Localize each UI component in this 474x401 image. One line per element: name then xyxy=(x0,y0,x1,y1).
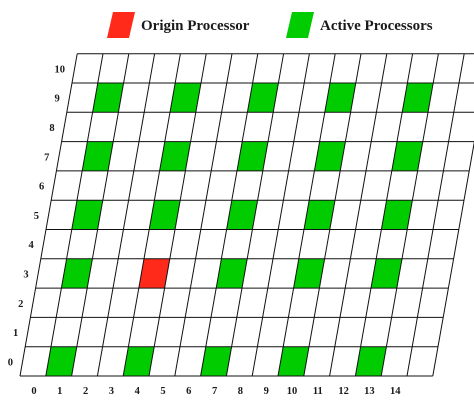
grid-column-line xyxy=(200,53,259,377)
active-processor-cell xyxy=(324,83,356,113)
active-processor-cell xyxy=(278,346,309,376)
origin-legend-label: Origin Processor xyxy=(141,18,250,34)
y-tick-label: 8 xyxy=(49,123,54,134)
grid-column-line xyxy=(71,53,130,377)
active-processor-cell xyxy=(92,83,124,113)
x-tick-label: 10 xyxy=(287,386,298,397)
grid-column-line xyxy=(354,53,414,377)
y-tick-label: 1 xyxy=(13,328,18,339)
y-axis-labels: 0 1 2 3 4 5 6 7 8 9 10 xyxy=(8,64,65,368)
x-tick-label: 0 xyxy=(31,386,36,397)
y-tick-label: 9 xyxy=(55,94,60,105)
active-processor-cell xyxy=(71,200,103,230)
x-tick-label: 11 xyxy=(313,386,323,397)
grid-column-line xyxy=(406,53,465,377)
x-tick-label: 8 xyxy=(238,386,243,397)
origin-processor-cell xyxy=(138,258,170,289)
active-processor-cell xyxy=(237,141,268,171)
active-legend-swatch xyxy=(286,12,314,38)
x-tick-label: 14 xyxy=(390,386,401,397)
active-processor-cell xyxy=(293,258,325,289)
y-tick-label: 5 xyxy=(34,211,39,222)
active-processor-cell xyxy=(149,200,181,230)
active-processor-cell xyxy=(371,258,402,289)
x-axis-labels: 0 1 2 3 4 5 6 7 8 9 10 11 12 13 14 xyxy=(31,386,401,397)
grid-column-line xyxy=(225,53,285,377)
x-tick-label: 3 xyxy=(109,386,114,397)
x-tick-label: 2 xyxy=(83,386,88,397)
active-processor-cell xyxy=(45,346,77,376)
x-tick-label: 1 xyxy=(57,386,62,397)
x-tick-label: 13 xyxy=(364,386,375,397)
active-processor-cell xyxy=(314,141,346,171)
y-tick-label: 7 xyxy=(44,152,49,163)
grid-column-line xyxy=(329,53,388,377)
active-legend-label: Active Processors xyxy=(320,18,433,34)
active-processor-cell xyxy=(216,258,248,289)
grid-column-line xyxy=(251,53,310,377)
y-tick-label: 2 xyxy=(18,299,23,310)
grid-column-line xyxy=(432,140,474,377)
active-processor-cell xyxy=(402,83,434,113)
grid-column-line xyxy=(174,53,233,377)
grid-column-line xyxy=(380,53,439,377)
grid-column-line xyxy=(148,53,207,377)
active-processor-cell xyxy=(304,200,335,230)
y-tick-label: 6 xyxy=(39,182,44,193)
origin-legend-swatch xyxy=(107,12,135,38)
active-processor-cell xyxy=(226,200,258,230)
x-tick-label: 5 xyxy=(160,386,165,397)
x-tick-label: 12 xyxy=(338,386,349,397)
active-processor-cell xyxy=(159,141,191,171)
x-tick-label: 9 xyxy=(264,386,269,397)
grid-lines xyxy=(19,53,474,377)
active-processor-cell xyxy=(123,346,155,376)
cell-layer xyxy=(45,83,434,376)
grid-column-line xyxy=(96,53,156,377)
y-tick-label: 0 xyxy=(8,357,13,368)
grid-column-line xyxy=(277,53,336,377)
active-processor-cell xyxy=(82,141,114,171)
grid-column-line xyxy=(122,53,181,377)
y-tick-label: 4 xyxy=(29,240,35,251)
active-processor-cell xyxy=(381,200,413,230)
x-tick-label: 7 xyxy=(212,386,217,397)
active-processor-cell xyxy=(200,346,232,376)
active-processor-cell xyxy=(355,346,387,376)
grid-column-line xyxy=(45,53,104,377)
active-processor-cell xyxy=(247,83,279,113)
grid-column-line xyxy=(303,53,362,377)
active-processor-cell xyxy=(170,83,201,113)
active-processor-cell xyxy=(391,141,423,171)
active-processor-cell xyxy=(61,258,93,289)
legend: Origin Processor Active Processors xyxy=(107,12,433,38)
x-tick-label: 4 xyxy=(135,386,141,397)
grid-column-line xyxy=(19,53,78,377)
y-tick-label: 10 xyxy=(55,64,66,75)
y-tick-label: 3 xyxy=(23,269,28,280)
x-tick-label: 6 xyxy=(186,386,191,397)
